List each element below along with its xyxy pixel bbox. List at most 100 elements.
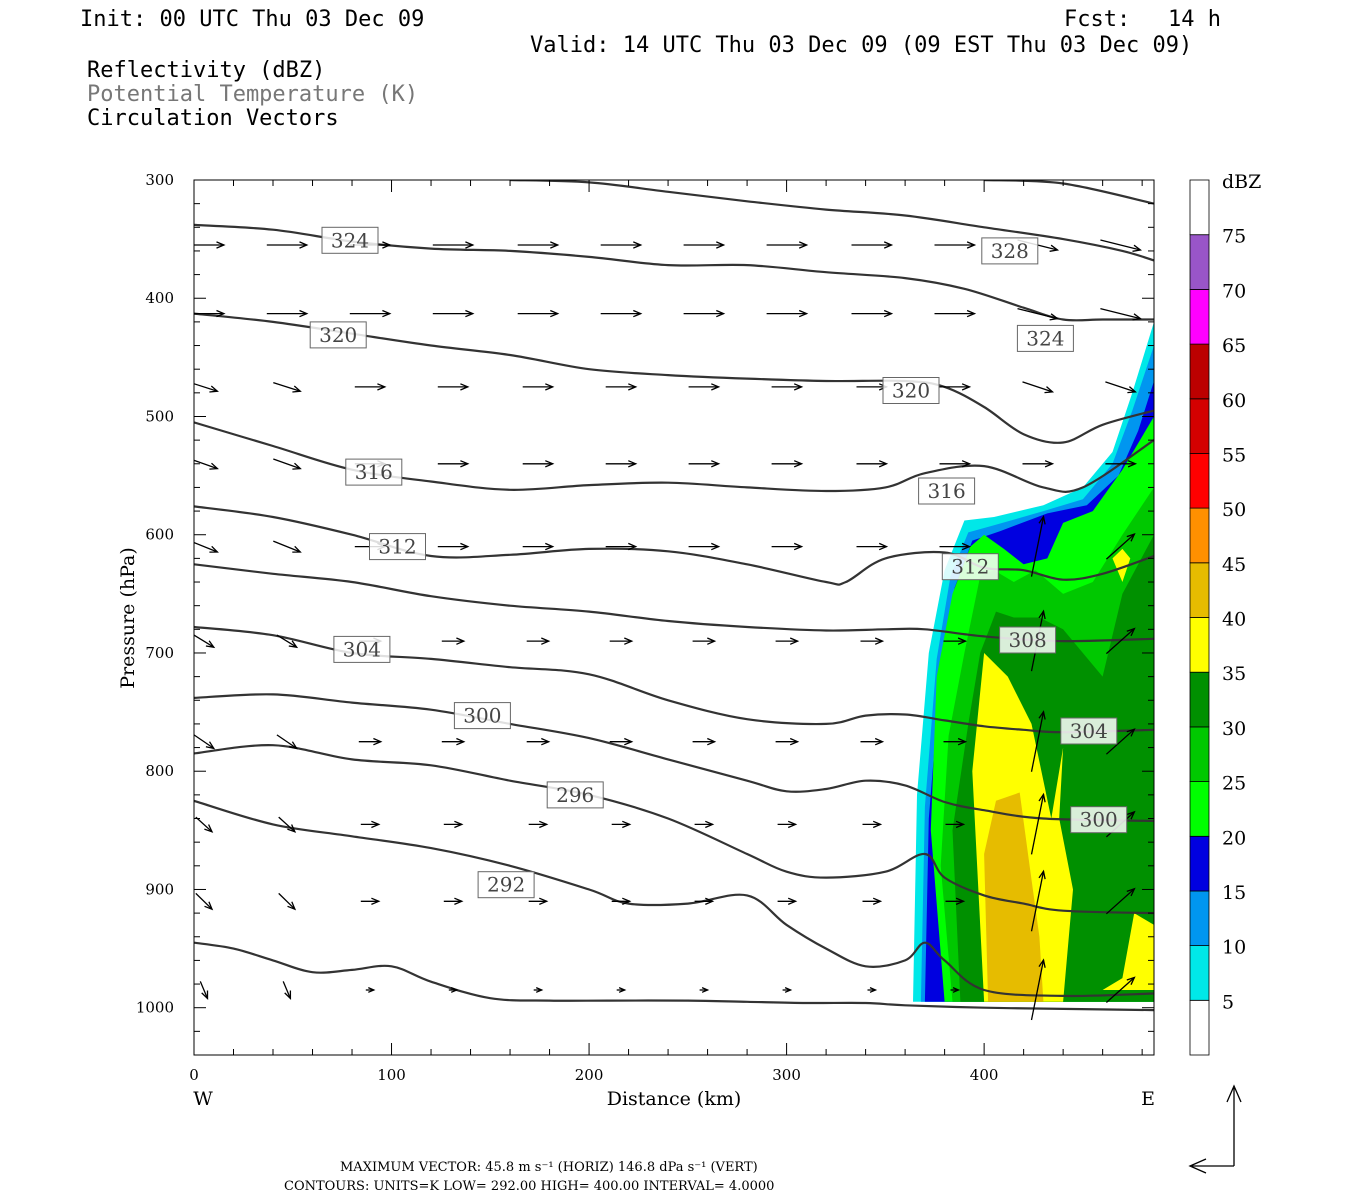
circulation-vector-arrow — [692, 737, 717, 746]
circulation-vector-arrow — [699, 987, 710, 993]
circulation-vector-arrow — [609, 637, 634, 645]
colorbar-swatch — [1189, 945, 1210, 1001]
circulation-vector-arrow — [354, 383, 387, 391]
reflectivity-region-35-dbz — [1112, 548, 1131, 582]
reflectivity-region-35-dbz — [1102, 913, 1154, 990]
circulation-vector-arrow — [692, 637, 717, 645]
circulation-vector-arrow — [199, 981, 209, 1001]
circulation-vector-arrow — [782, 987, 793, 993]
colorbar: 5 10 15 20 25 30 35 40 45 50 55 60 65 70 75 — [1189, 179, 1246, 1056]
axis-ticks — [193, 179, 1154, 1056]
y-tick-label: 700 — [145, 644, 174, 662]
colorbar-tick-label: 20 — [1222, 827, 1246, 849]
field-potential-temperature: Potential Temperature (K) — [87, 82, 418, 107]
theta-contour-300 — [194, 744, 1154, 915]
circulation-vector-arrow — [694, 897, 715, 905]
circulation-vector-arrow — [1022, 381, 1055, 394]
svg-text:316: 316 — [355, 460, 393, 484]
y-tick-label: 1000 — [136, 999, 174, 1017]
circulation-vector-arrow — [609, 737, 634, 746]
circulation-vector-arrow — [694, 820, 715, 829]
circulation-vector-arrow — [365, 987, 376, 993]
circulation-vector-arrow — [688, 383, 721, 391]
svg-text:324: 324 — [331, 228, 369, 252]
circulation-vector-arrow — [443, 820, 464, 829]
circulation-vector-arrow — [266, 309, 309, 318]
circulation-vector-arrow — [437, 383, 470, 391]
circulation-vector-arrow — [443, 897, 464, 905]
circulation-vector-arrow — [358, 737, 383, 746]
colorbar-tick-label: 25 — [1222, 773, 1246, 795]
y-tick-label: 900 — [145, 880, 174, 898]
circulation-vector-arrow — [862, 820, 883, 829]
circulation-vector-arrow — [851, 241, 894, 249]
circulation-vector-arrow — [273, 381, 302, 393]
colorbar-swatch — [1189, 234, 1210, 290]
colorbar-tick-label: 45 — [1222, 554, 1246, 576]
circulation-vector-arrow — [1100, 307, 1143, 321]
circulation-vector-arrow — [1105, 887, 1136, 915]
circulation-vector-arrow — [939, 383, 972, 391]
colorbar-tick-label: 70 — [1222, 280, 1246, 302]
circulation-vector-arrow — [194, 459, 219, 470]
circulation-vector-arrow — [194, 634, 216, 649]
theta-contour-336 — [984, 180, 1154, 205]
circulation-vector-arrow — [775, 737, 800, 746]
circulation-vector-arrow — [437, 542, 470, 551]
circulation-vector-arrow — [939, 542, 972, 551]
circulation-vector-arrow — [1030, 792, 1046, 855]
circulation-vector-arrow — [1105, 460, 1138, 468]
contour-label-320: 320 — [882, 377, 940, 404]
contour-label-296: 296 — [546, 781, 604, 809]
circulation-vector-arrow — [688, 460, 721, 468]
circulation-vector-arrow — [605, 383, 638, 391]
circulation-vector-arrow — [278, 892, 297, 911]
circulation-vector-arrow — [934, 241, 977, 249]
y-tick-label: 600 — [145, 526, 174, 544]
circulation-vector-arrow — [528, 820, 549, 829]
circulation-vector-arrow — [950, 987, 961, 993]
init-time: Init: 00 UTC Thu 03 Dec 09 — [80, 7, 424, 32]
circulation-vector-arrow — [273, 458, 302, 470]
colorbar-swatch — [1189, 835, 1210, 892]
colorbar-tick-label: 35 — [1222, 663, 1246, 685]
circulation-vector-arrow — [605, 542, 638, 551]
svg-text:320: 320 — [319, 323, 357, 347]
svg-text:328: 328 — [991, 239, 1029, 263]
valid-time: Valid: 14 UTC Thu 03 Dec 09 (09 EST Thu … — [530, 33, 1192, 58]
circulation-vector-arrow — [616, 987, 627, 993]
y-axis-label: Pressure (hPa) — [117, 547, 139, 689]
circulation-vector-arrow — [600, 309, 643, 318]
circulation-vector-arrow — [360, 820, 381, 829]
colorbar-swatch — [1189, 507, 1210, 564]
contour-label-312: 312 — [941, 553, 999, 581]
colorbar-swatch — [1189, 288, 1210, 345]
circulation-vector-arrow — [945, 820, 966, 829]
x-tick-label: 400 — [970, 1066, 999, 1084]
y-tick-label: 800 — [145, 762, 174, 780]
theta-contour-332 — [509, 180, 1154, 262]
circulation-vector-arrow — [194, 309, 226, 318]
circulation-vector-arrow — [528, 897, 549, 905]
svg-text:304: 304 — [343, 637, 381, 661]
circulation-vector-arrow — [448, 987, 459, 993]
circulation-vector-arrow — [1022, 460, 1055, 468]
contour-label-300: 300 — [1070, 806, 1128, 834]
y-tick-label: 500 — [145, 407, 174, 425]
axis-tick-labels: 0 100 200 300 400 300 400 500 600 700 800 900 1000 — [136, 171, 999, 1084]
svg-text:324: 324 — [1026, 326, 1064, 350]
contour-label-304: 304 — [333, 635, 391, 663]
circulation-vector-arrow — [276, 634, 299, 649]
colorbar-swatch — [1189, 179, 1210, 236]
circulation-vector-arrow — [771, 542, 804, 551]
circulation-vector-arrow — [771, 460, 804, 468]
circulation-vector-arrow — [766, 309, 809, 318]
circulation-vector-arrow — [856, 542, 889, 551]
circulation-vector-arrow — [611, 820, 632, 829]
forecast-hour: 14 h — [1168, 7, 1221, 32]
reflectivity-region-40-dbz — [984, 792, 1044, 1002]
circulation-vector-arrow — [939, 460, 972, 468]
circulation-vector-arrow — [517, 309, 560, 318]
y-tick-label: 400 — [145, 289, 174, 307]
